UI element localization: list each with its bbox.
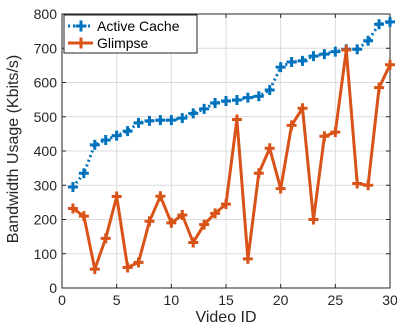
y-axis-label: Bandwidth Usage (Kbits/s) (5, 55, 22, 244)
x-tick-label: 30 (382, 292, 397, 308)
data-point-active-cache (264, 85, 275, 96)
legend-marker-active-cache (75, 20, 87, 32)
series-line-glimpse (72, 49, 392, 275)
data-point-active-cache (78, 168, 89, 179)
data-point-active-cache (144, 115, 155, 126)
data-point-glimpse (111, 191, 122, 202)
data-point-glimpse (363, 180, 374, 191)
y-tick-label: 0 (49, 280, 57, 296)
data-point-active-cache (221, 95, 231, 106)
data-point-active-cache (297, 55, 308, 66)
data-point-active-cache (385, 16, 395, 27)
data-point-active-cache (286, 56, 297, 67)
data-point-glimpse (221, 199, 231, 210)
x-tick-labels: 0 5 10 15 20 25 30 (58, 292, 397, 308)
data-point-active-cache (67, 181, 78, 192)
data-point-glimpse (78, 211, 89, 222)
x-tick-label: 25 (328, 292, 344, 308)
data-point-active-cache (319, 49, 330, 60)
data-point-active-cache (100, 135, 111, 146)
data-point-glimpse (100, 233, 111, 244)
data-point-glimpse (286, 120, 297, 131)
legend-box (63, 14, 198, 54)
y-tick-label: 100 (34, 246, 58, 262)
y-tick-labels: 0 100 200 300 400 500 600 700 800 (34, 6, 58, 296)
data-point-glimpse (352, 178, 363, 189)
data-point-active-cache (308, 51, 319, 62)
data-point-active-cache (330, 46, 341, 57)
data-point-active-cache (231, 94, 242, 105)
data-point-active-cache (89, 139, 100, 150)
data-point-glimpse (341, 44, 352, 55)
series-active-cache (67, 16, 395, 192)
legend-item-active-cache: Active Cache (68, 18, 180, 34)
data-point-glimpse (67, 203, 78, 214)
data-point-glimpse (319, 131, 330, 142)
grid (61, 13, 391, 289)
data-point-glimpse (242, 253, 253, 264)
data-point-glimpse (155, 191, 166, 202)
data-point-glimpse (133, 257, 144, 268)
data-point-glimpse (385, 59, 395, 70)
data-point-glimpse (122, 262, 133, 273)
data-point-active-cache (111, 130, 122, 141)
y-tick-label: 200 (34, 212, 58, 228)
x-tick-label: 15 (218, 292, 234, 308)
x-axis-label: Video ID (195, 309, 256, 325)
legend-item-glimpse: Glimpse (68, 35, 149, 51)
x-tick-label: 0 (58, 292, 66, 308)
data-point-active-cache (133, 117, 144, 128)
legend: Active Cache Glimpse (63, 14, 198, 54)
data-point-active-cache (363, 35, 374, 46)
plot-frame (61, 13, 391, 289)
data-point-glimpse (253, 168, 264, 179)
series-glimpse (67, 44, 395, 275)
y-tick-label: 500 (34, 109, 58, 125)
x-tick-label: 20 (273, 292, 289, 308)
data-point-active-cache (199, 103, 210, 114)
data-point-glimpse (210, 208, 221, 219)
data-point-active-cache (275, 62, 286, 73)
data-point-glimpse (275, 183, 286, 194)
data-point-glimpse (330, 127, 341, 138)
data-point-active-cache (122, 126, 133, 137)
data-point-glimpse (231, 114, 242, 125)
y-tick-label: 700 (34, 40, 58, 56)
x-tick-label: 10 (164, 292, 180, 308)
data-point-glimpse (199, 219, 210, 230)
data-point-glimpse (264, 143, 275, 154)
legend-marker-glimpse (75, 37, 87, 49)
data-point-active-cache (166, 115, 177, 126)
data-point-active-cache (155, 115, 166, 126)
y-tick-label: 600 (34, 75, 58, 91)
data-point-active-cache (210, 98, 221, 109)
data-point-glimpse (308, 214, 319, 225)
data-point-active-cache (188, 108, 199, 119)
data-point-glimpse (89, 264, 100, 275)
series-layer (67, 16, 395, 275)
y-tick-label: 300 (34, 177, 58, 193)
data-point-glimpse (297, 103, 308, 114)
data-point-active-cache (352, 44, 363, 55)
y-tick-label: 400 (34, 143, 58, 159)
data-point-active-cache (374, 19, 385, 30)
data-point-glimpse (177, 210, 188, 221)
legend-label-glimpse: Glimpse (97, 35, 149, 51)
data-point-glimpse (374, 82, 385, 93)
data-point-glimpse (144, 216, 155, 227)
data-point-active-cache (242, 92, 253, 103)
x-tick-label: 5 (113, 292, 121, 308)
data-point-active-cache (253, 91, 264, 102)
y-tick-label: 800 (34, 6, 58, 22)
data-point-active-cache (177, 113, 188, 124)
data-point-glimpse (188, 237, 199, 248)
legend-label-active-cache: Active Cache (97, 18, 180, 34)
data-point-glimpse (166, 217, 177, 228)
